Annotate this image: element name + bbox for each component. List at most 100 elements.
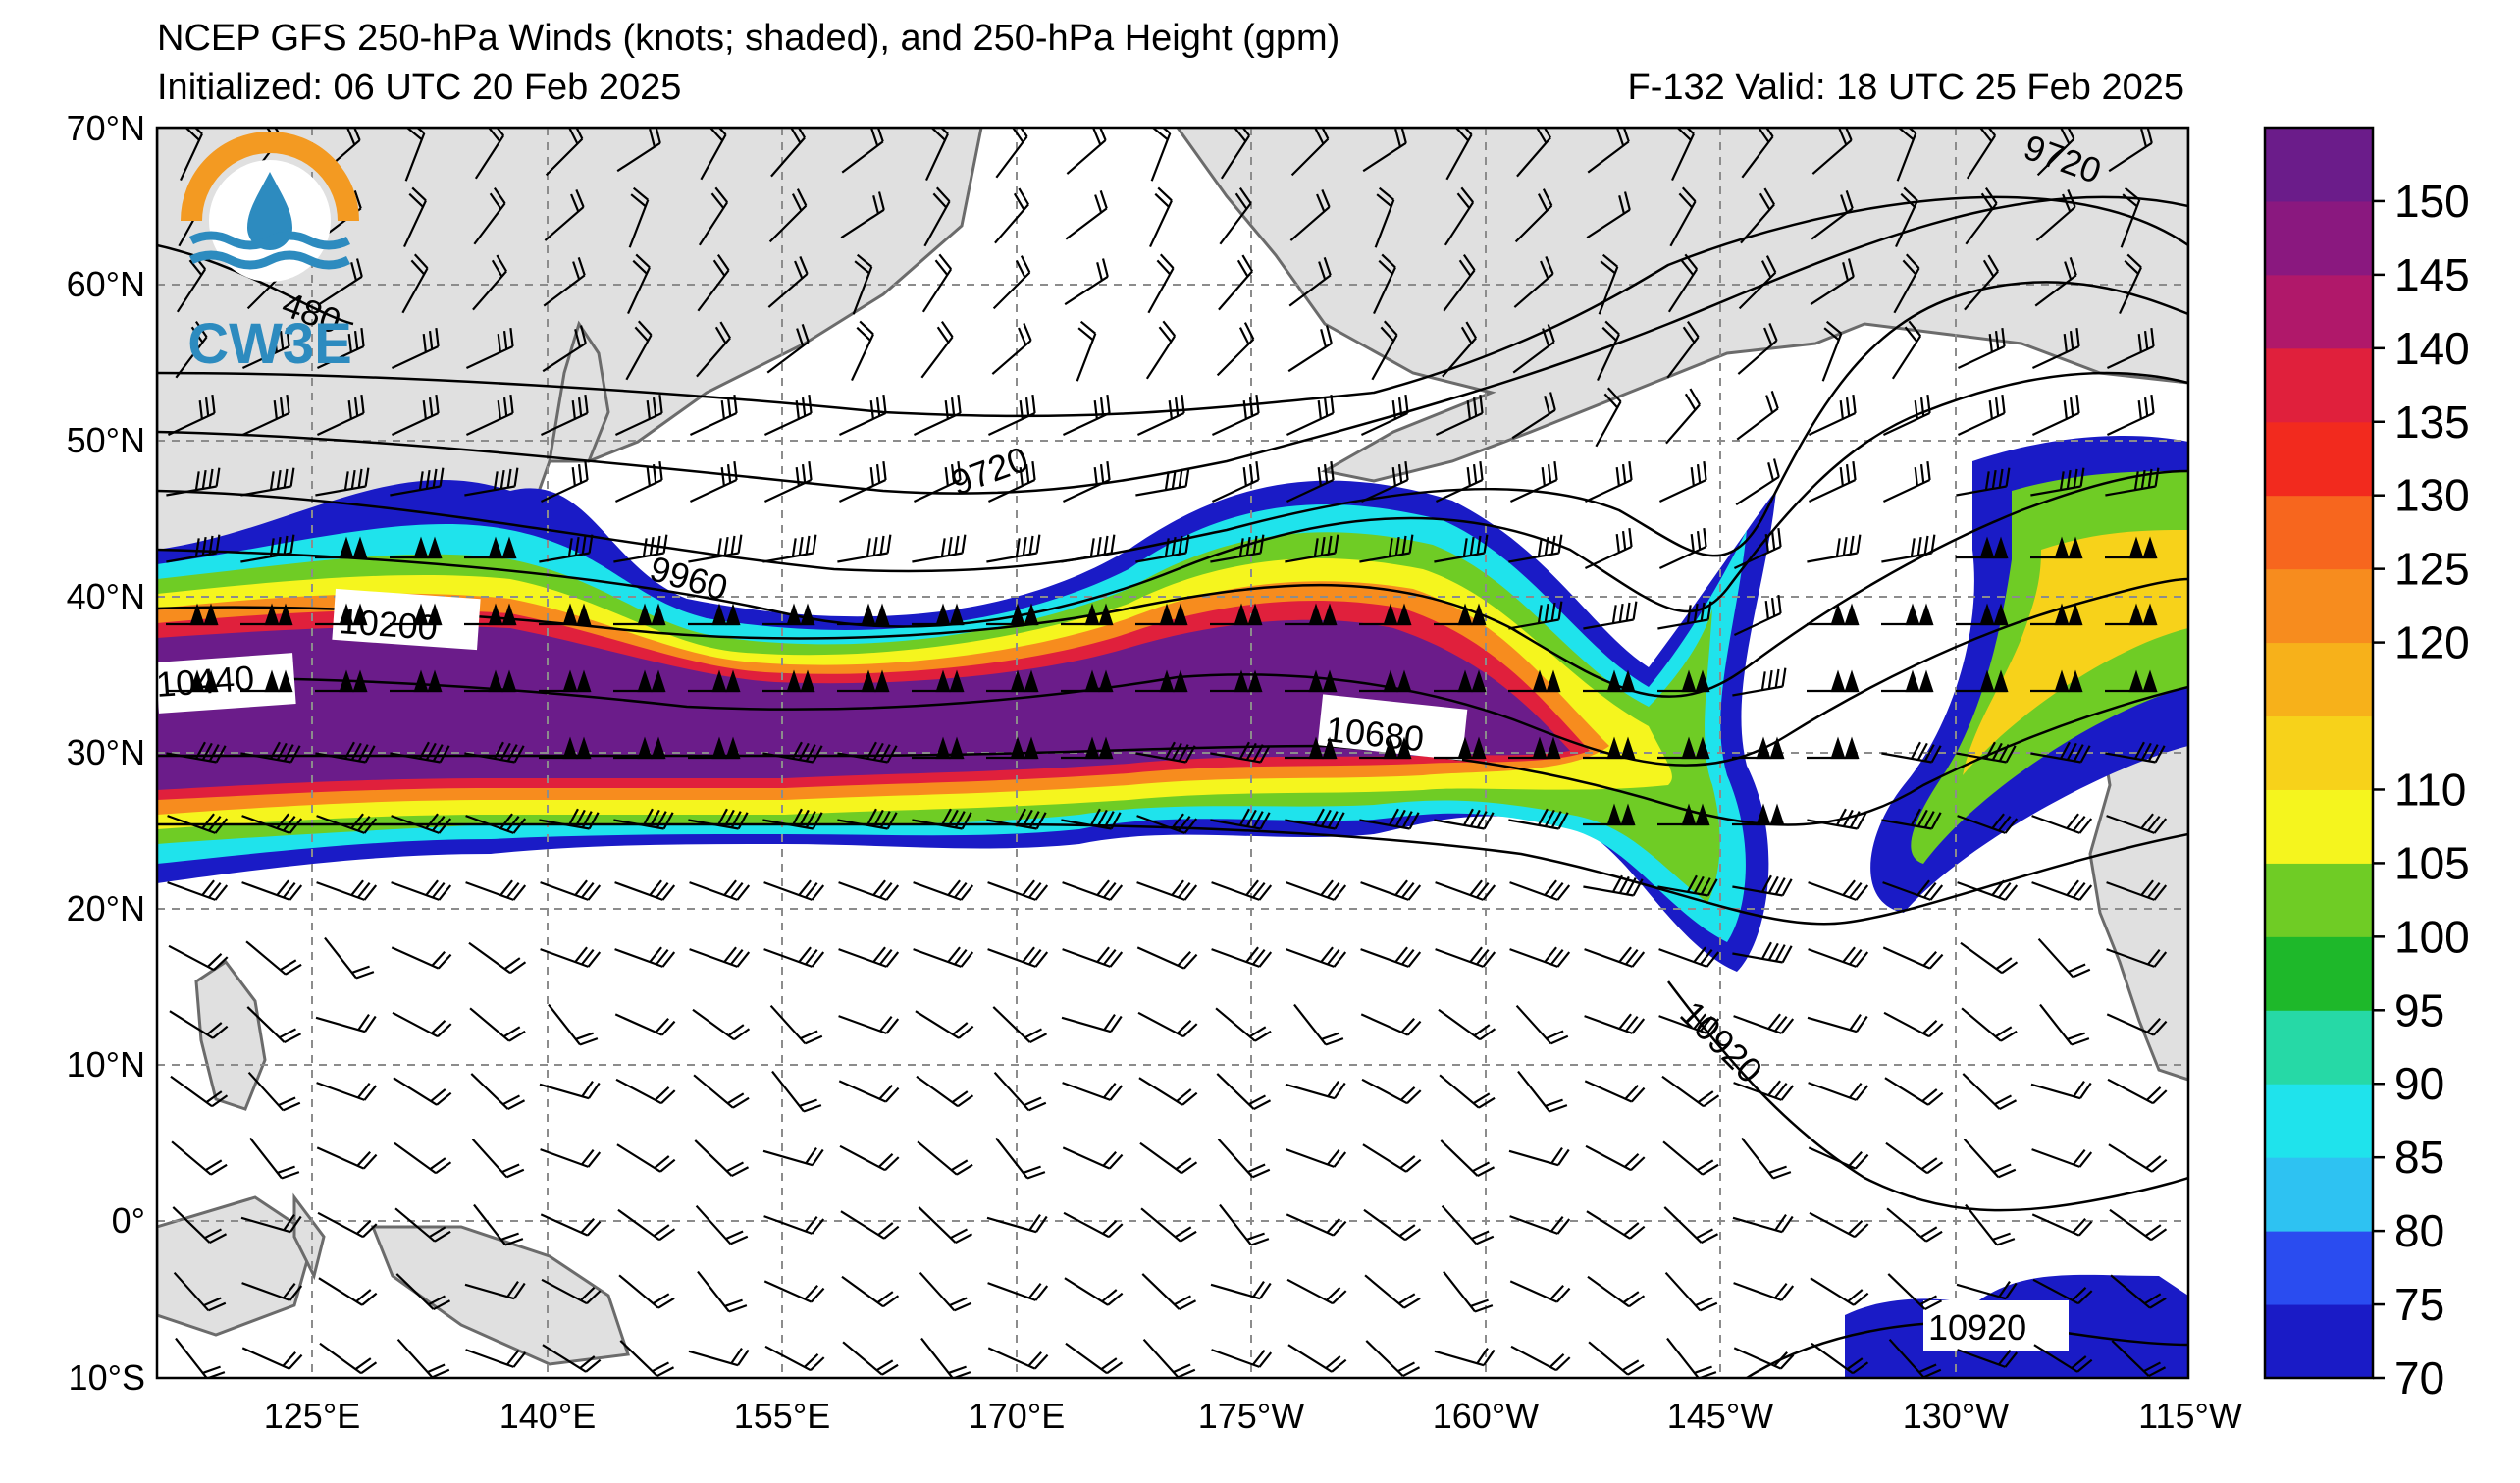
wind-barb xyxy=(993,1071,1047,1112)
wind-barb xyxy=(166,467,221,497)
wind-barb xyxy=(694,1139,750,1178)
lon-label: 130°W xyxy=(1903,1396,2009,1436)
wind-barb xyxy=(315,669,368,693)
wind-barb xyxy=(1657,736,1710,760)
initialized-time: Initialized: 06 UTC 20 Feb 2025 xyxy=(157,67,682,108)
wind-barb xyxy=(1583,874,1644,897)
wind-barb xyxy=(1882,461,1931,503)
wind-barb xyxy=(1508,736,1561,760)
lon-label: 125°E xyxy=(264,1396,360,1436)
wind-barb xyxy=(1150,128,1172,182)
wind-barb xyxy=(771,1070,822,1113)
wind-barb xyxy=(390,467,445,497)
wind-barb xyxy=(1733,1013,1795,1034)
wind-barb xyxy=(241,328,290,369)
wind-barb xyxy=(1286,1213,1347,1237)
logo-drop-icon xyxy=(247,172,292,250)
wind-barb xyxy=(1807,808,1867,830)
wind-barb xyxy=(1210,741,1271,764)
wind-barb xyxy=(246,1006,302,1044)
wind-barb xyxy=(1741,1137,1792,1180)
wind-barb xyxy=(1808,1146,1869,1170)
wind-barb xyxy=(764,1345,825,1372)
wind-barb xyxy=(464,1280,526,1300)
wind-barb xyxy=(249,1137,300,1180)
wind-barb xyxy=(1882,946,1944,970)
wind-barb xyxy=(1810,258,1855,306)
wind-barb xyxy=(987,1347,1049,1370)
wind-barb xyxy=(1584,528,1633,569)
wind-barb xyxy=(1509,1215,1571,1235)
wind-barb xyxy=(2035,188,2076,241)
wind-barb xyxy=(915,1010,974,1039)
logo-orange-arc xyxy=(181,132,359,222)
wind-barb xyxy=(913,395,962,436)
wind-barb xyxy=(839,1144,900,1172)
wind-barb xyxy=(1285,669,1338,693)
wind-barb xyxy=(1442,321,1478,378)
colorbar-tick-label: 85 xyxy=(2394,1132,2444,1183)
wind-barb xyxy=(838,461,887,503)
wind-barb xyxy=(770,128,807,178)
wind-barb xyxy=(2033,1344,2093,1373)
wind-barb xyxy=(762,534,817,563)
wind-barb xyxy=(1360,395,1409,436)
wind-barb xyxy=(1666,320,1700,379)
wind-barb xyxy=(394,1141,452,1175)
wind-barb xyxy=(1733,1080,1795,1101)
wind-barb xyxy=(471,1138,525,1179)
wind-barb xyxy=(912,669,965,693)
wind-barb xyxy=(1881,808,1942,830)
wind-barb xyxy=(539,603,592,626)
colorbar-tick-label: 135 xyxy=(2394,397,2470,448)
wind-barb xyxy=(1141,1273,1197,1311)
wind-barb xyxy=(390,536,443,559)
wind-barb xyxy=(1211,1349,1273,1368)
wind-barb xyxy=(1665,388,1702,445)
wind-barb xyxy=(1595,387,1622,448)
wind-barb xyxy=(994,187,1030,244)
wind-barb xyxy=(1807,669,1860,693)
wind-barb xyxy=(2106,813,2168,834)
wind-barb xyxy=(769,1004,823,1045)
wind-barb xyxy=(1508,534,1563,563)
wind-barb xyxy=(1363,1208,1422,1242)
colorbar-tick-label: 90 xyxy=(2394,1058,2444,1109)
wind-barb xyxy=(763,879,825,901)
wind-barb xyxy=(1740,187,1776,244)
wind-barb xyxy=(842,1341,899,1376)
wind-barb xyxy=(689,461,738,503)
wind-barb xyxy=(166,669,219,693)
wind-barb xyxy=(987,1282,1049,1301)
wind-barb xyxy=(618,1274,675,1309)
wind-barb xyxy=(995,128,1028,179)
contour-label: 10440 xyxy=(155,658,256,705)
wind-barb xyxy=(614,1013,676,1036)
wind-barb xyxy=(1965,186,1998,245)
wind-barb xyxy=(166,603,219,626)
wind-barb xyxy=(1443,1270,1494,1313)
wind-barb xyxy=(1657,669,1710,693)
wind-barb xyxy=(1219,1203,1270,1246)
wind-barb xyxy=(852,253,873,315)
wind-barb xyxy=(1064,258,1109,306)
wind-barb xyxy=(995,1137,1046,1180)
wind-barb xyxy=(762,808,823,830)
wind-barb xyxy=(912,736,965,760)
wind-barb xyxy=(1137,1011,1198,1038)
wind-barb xyxy=(396,1338,450,1378)
wind-barb xyxy=(1733,595,1782,636)
wind-barb xyxy=(1881,669,1934,693)
wind-barb xyxy=(613,669,666,693)
wind-barb xyxy=(542,325,587,373)
wind-barb xyxy=(1062,395,1111,436)
wind-barb xyxy=(986,1213,1048,1234)
colorbar-swatch xyxy=(2265,1084,2373,1158)
wind-barb xyxy=(2111,1340,2167,1378)
wind-barb xyxy=(1061,669,1114,693)
wind-barb xyxy=(1809,1211,1869,1239)
wind-barb xyxy=(245,940,302,976)
colorbar-tick-label: 70 xyxy=(2394,1352,2444,1404)
wind-barb xyxy=(1807,736,1860,760)
